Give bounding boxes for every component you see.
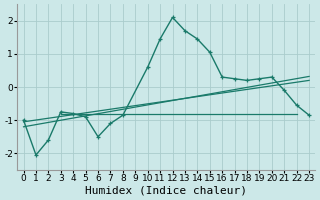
X-axis label: Humidex (Indice chaleur): Humidex (Indice chaleur): [85, 186, 247, 196]
